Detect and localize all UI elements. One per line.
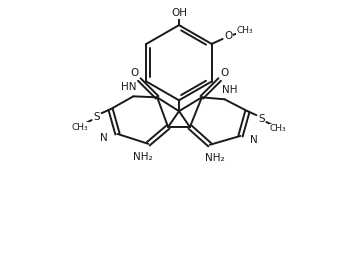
Text: HN: HN — [121, 83, 136, 92]
Text: N: N — [100, 133, 108, 143]
Text: S: S — [258, 114, 265, 124]
Text: O: O — [220, 68, 229, 78]
Text: O: O — [130, 68, 139, 78]
Text: CH₃: CH₃ — [71, 122, 88, 132]
Text: N: N — [251, 135, 258, 145]
Text: CH₃: CH₃ — [270, 124, 286, 134]
Text: OH: OH — [171, 8, 187, 18]
Text: NH: NH — [222, 85, 237, 96]
Text: S: S — [93, 112, 100, 122]
Text: O: O — [224, 31, 233, 41]
Text: NH₂: NH₂ — [134, 152, 153, 162]
Text: CH₃: CH₃ — [236, 26, 253, 35]
Text: NH₂: NH₂ — [205, 153, 224, 163]
